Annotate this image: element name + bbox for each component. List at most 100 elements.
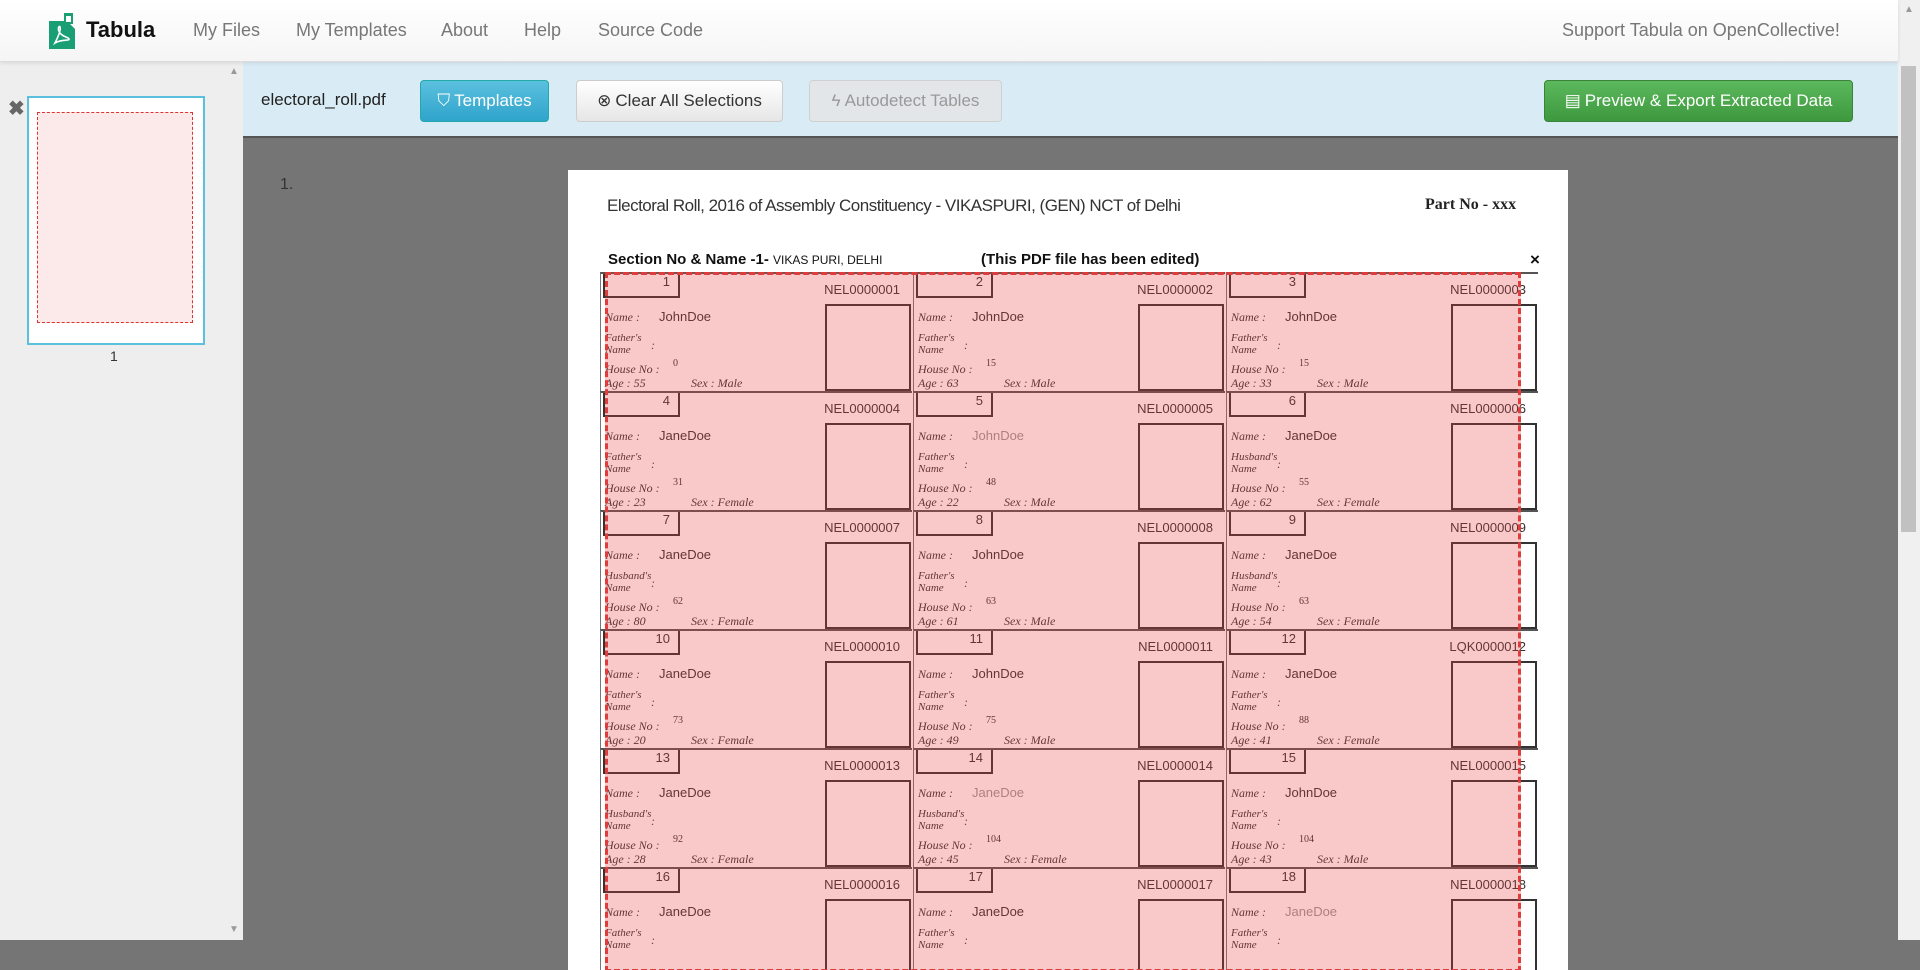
navbar: Tabula My Files My Templates About Help … xyxy=(0,0,1898,62)
sex: Sex : Male xyxy=(1004,614,1055,629)
nav-help[interactable]: Help xyxy=(524,20,562,40)
nav-my-templates[interactable]: My Templates xyxy=(296,20,407,40)
voter-name: JaneDoe xyxy=(1285,428,1338,443)
sex-label: Sex : xyxy=(691,733,715,747)
house-label: House No : xyxy=(605,719,660,733)
relation-label: Father's Name xyxy=(918,689,955,713)
sex-value: Male xyxy=(1343,376,1369,390)
photo-box xyxy=(1138,304,1224,391)
age-value: 49 xyxy=(946,733,959,747)
sex-label: Sex : xyxy=(1317,614,1341,628)
photo-box xyxy=(825,423,911,510)
age-label: Age : xyxy=(918,852,944,866)
age-label: Age : xyxy=(1231,733,1257,747)
nav-source-code[interactable]: Source Code xyxy=(598,20,704,40)
sex: Sex : Female xyxy=(1317,495,1380,510)
table-selection[interactable] xyxy=(605,272,1521,970)
main-scrollbar[interactable]: ▲ xyxy=(1898,0,1920,940)
serial-number: 13 xyxy=(603,750,680,774)
sex-value: Male xyxy=(1030,495,1056,509)
relation-label: Husband's Name xyxy=(1231,570,1278,594)
clear-all-selections-button[interactable]: ⊗ Clear All Selections xyxy=(576,80,783,122)
templates-label: Templates xyxy=(454,91,532,110)
part-no: Part No - xxx xyxy=(1425,196,1517,213)
sex-label: Sex : xyxy=(1004,733,1028,747)
relation-label: Husband's Name xyxy=(1231,451,1278,475)
close-icon[interactable]: ✖ xyxy=(8,98,25,120)
scrollbar-thumb[interactable] xyxy=(1901,66,1916,532)
scroll-up-icon[interactable]: ▲ xyxy=(1904,4,1914,15)
brand[interactable]: Tabula xyxy=(86,17,156,42)
list-icon: ▤ xyxy=(1564,91,1581,110)
voter-name: JaneDoe xyxy=(1285,666,1338,681)
sex: Sex : Male xyxy=(1317,376,1368,391)
age: Age : 49 xyxy=(918,733,959,748)
sex-label: Sex : xyxy=(1317,495,1341,509)
nav-about[interactable]: About xyxy=(441,20,489,40)
name-label: Name : xyxy=(605,310,640,324)
voter-id: NEL0000013 xyxy=(824,758,900,773)
sex-value: Male xyxy=(1030,376,1056,390)
preview-export-button[interactable]: ▤ Preview & Export Extracted Data xyxy=(1544,80,1853,122)
age-label: Age : xyxy=(605,614,631,628)
age-label: Age : xyxy=(1231,614,1257,628)
scroll-down-icon[interactable]: ▼ xyxy=(229,924,239,935)
nav-support[interactable]: Support Tabula on OpenCollective! xyxy=(1562,20,1840,40)
voter-name: JaneDoe xyxy=(659,666,712,681)
templates-button[interactable]: ⛉ Templates xyxy=(420,80,549,122)
close-selection-icon[interactable]: × xyxy=(1530,250,1540,269)
age-value: 33 xyxy=(1259,376,1272,390)
relation-label: Husband's Name xyxy=(918,808,965,832)
photo-box xyxy=(825,780,911,867)
remove-circle-icon: ⊗ xyxy=(597,91,612,110)
house-label: House No : xyxy=(1231,719,1286,733)
voter-name: JaneDoe xyxy=(1285,904,1338,919)
name-label: Name : xyxy=(1231,905,1266,919)
voter-entry: 3 NEL0000003 Name : JohnDoe Father's Nam… xyxy=(1226,272,1538,391)
age: Age : 61 xyxy=(918,614,959,629)
photo-box xyxy=(1451,899,1537,970)
sex-label: Sex : xyxy=(1004,495,1028,509)
relation-label: Father's Name xyxy=(605,332,642,356)
relation-colon: : xyxy=(651,457,655,471)
sidebar-scrollbar[interactable]: ▲ ▼ xyxy=(226,62,243,940)
voter-name: JohnDoe xyxy=(659,309,712,324)
sex-value: Female xyxy=(717,495,754,509)
voter-entry: 6 NEL0000006 Name : JaneDoe Husband's Na… xyxy=(1226,391,1538,510)
sex-value: Male xyxy=(717,376,743,390)
nav-my-files[interactable]: My Files xyxy=(193,20,260,40)
voter-id: NEL0000010 xyxy=(824,639,900,654)
serial-number: 2 xyxy=(916,274,993,298)
house-label: House No : xyxy=(605,481,660,495)
photo-box xyxy=(825,542,911,629)
house-number: 0 xyxy=(673,358,678,369)
voter-name: JaneDoe xyxy=(659,428,712,443)
voter-name: JaneDoe xyxy=(972,904,1025,919)
voter-id: NEL0000008 xyxy=(1137,520,1213,535)
serial-number: 8 xyxy=(916,512,993,536)
age-value: 62 xyxy=(1259,495,1272,509)
name-label: Name : xyxy=(1231,310,1266,324)
house-label: House No : xyxy=(918,838,973,852)
house-label: House No : xyxy=(1231,481,1286,495)
page-thumbnail[interactable] xyxy=(27,96,205,345)
voter-id: NEL0000016 xyxy=(824,877,900,892)
edited-note: (This PDF file has been edited) xyxy=(981,251,1200,268)
voter-entry: 1 NEL0000001 Name : JohnDoe Father's Nam… xyxy=(600,272,912,391)
age: Age : 54 xyxy=(1231,614,1272,629)
sex: Sex : Female xyxy=(691,495,754,510)
sex: Sex : Male xyxy=(1004,733,1055,748)
voter-id: NEL0000009 xyxy=(1450,520,1526,535)
serial-number: 15 xyxy=(1229,750,1306,774)
scroll-up-icon[interactable]: ▲ xyxy=(229,66,239,77)
autodetect-tables-button[interactable]: ϟ Autodetect Tables xyxy=(809,80,1002,122)
voter-entry: 9 NEL0000009 Name : JaneDoe Husband's Na… xyxy=(1226,510,1538,629)
tabula-logo-icon[interactable] xyxy=(47,13,77,49)
toolbar: electoral_roll.pdf ⛉ Templates ⊗ Clear All… xyxy=(243,62,1898,138)
pdf-page[interactable]: Electoral Roll, 2016 of Assembly Constit… xyxy=(568,170,1568,970)
sex-label: Sex : xyxy=(691,852,715,866)
sex-label: Sex : xyxy=(691,376,715,390)
house-number: 31 xyxy=(673,477,683,488)
autodetect-label: Autodetect Tables xyxy=(844,91,980,110)
house-number: 48 xyxy=(986,477,996,488)
